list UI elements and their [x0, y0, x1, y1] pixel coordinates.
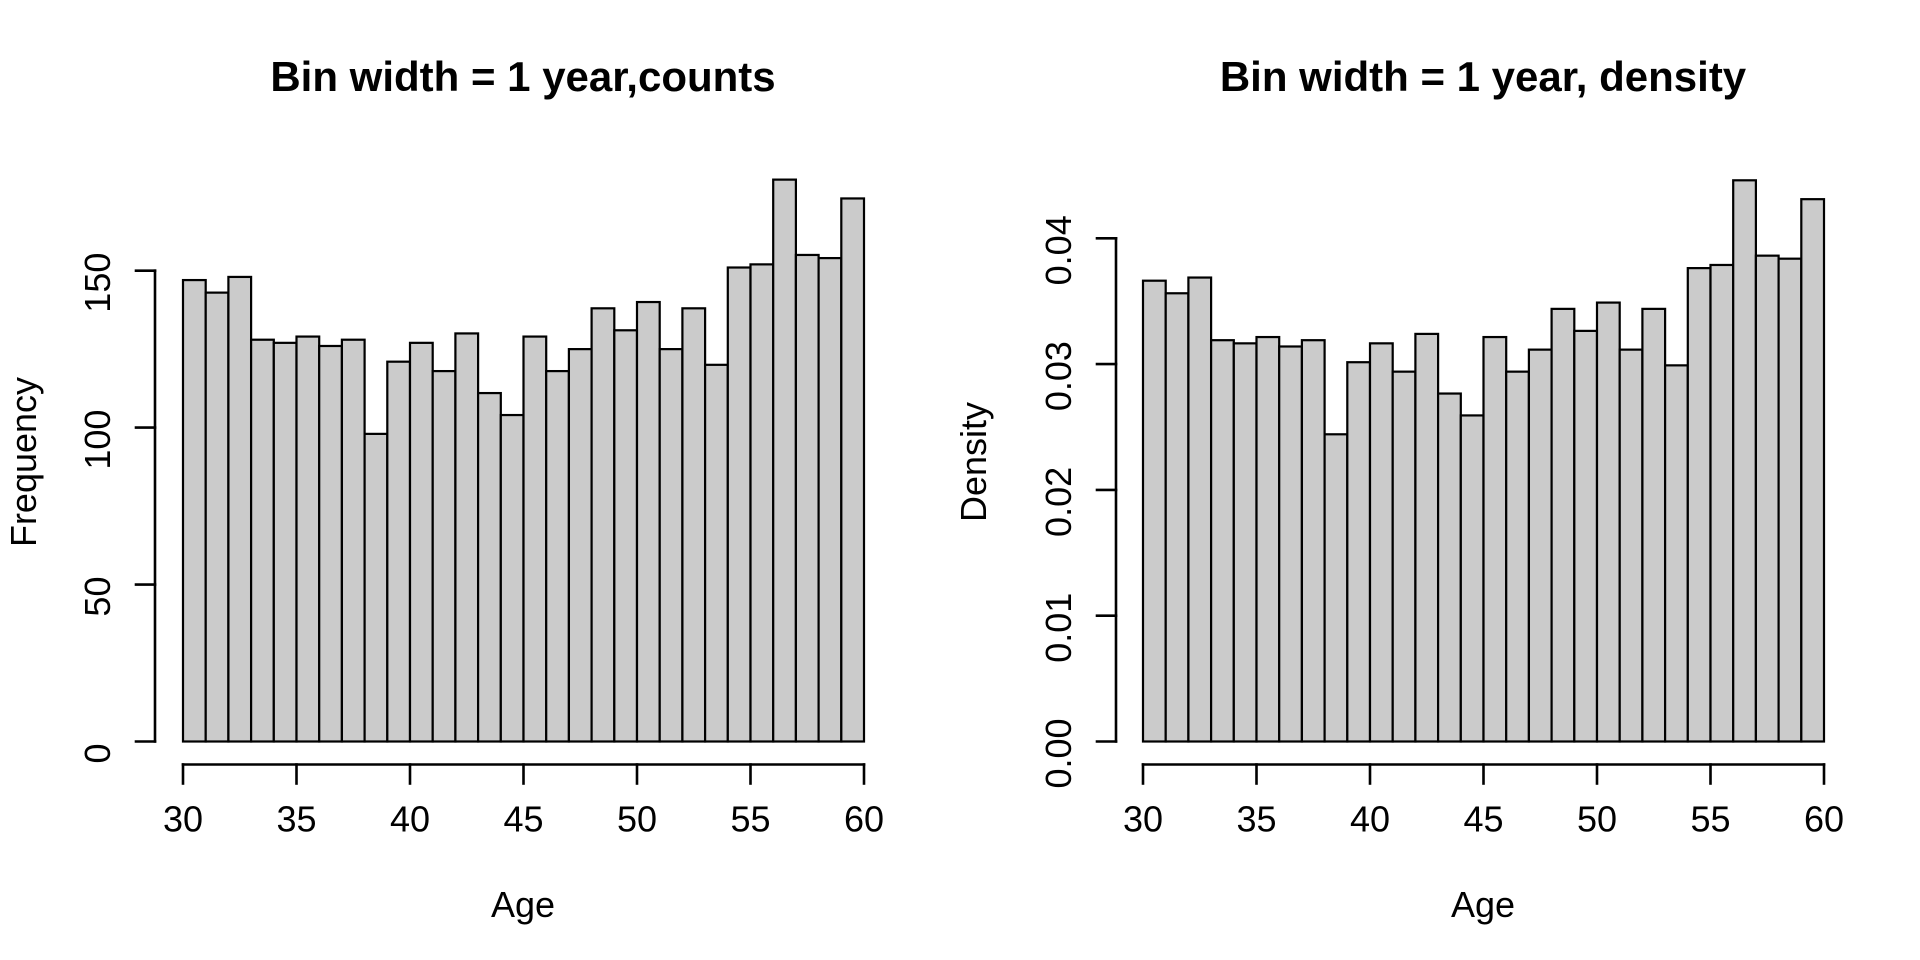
- x-tick-label: 55: [730, 799, 770, 840]
- histogram-bar: [1595, 301, 1621, 743]
- y-axis-label-density: Density: [953, 402, 994, 522]
- counts-histogram-panel: Bin width = 1 year,counts Age Frequency …: [3, 53, 884, 925]
- y-tick-label: 0.01: [1038, 593, 1079, 663]
- histogram-bar: [817, 256, 843, 743]
- histogram-bar: [635, 300, 661, 743]
- x-tick-label: 60: [844, 799, 884, 840]
- histogram-bar: [726, 266, 752, 743]
- histogram-bar: [1686, 267, 1712, 743]
- histogram-bar: [1141, 279, 1167, 743]
- histogram-bar: [681, 307, 707, 743]
- y-tick-label: 50: [77, 577, 118, 617]
- y-axis: 0 50 100 150: [77, 253, 157, 764]
- y-axis: 0.00 0.01 0.02 0.03 0.04: [1038, 215, 1118, 789]
- histogram-bar: [1323, 433, 1349, 743]
- y-tick-label: 0.00: [1038, 718, 1079, 788]
- histogram-bar: [1278, 345, 1304, 743]
- x-tick-label: 45: [1463, 799, 1503, 840]
- histogram-bar: [1641, 307, 1667, 743]
- histogram-bar: [1391, 370, 1417, 743]
- histogram-bar: [1414, 332, 1440, 743]
- histogram-bar: [749, 263, 775, 743]
- histogram-bar: [1346, 361, 1372, 743]
- histogram-bar: [1754, 254, 1780, 743]
- histogram-bar: [840, 197, 866, 743]
- histogram-bar: [454, 332, 480, 743]
- histogram-bar: [658, 348, 684, 743]
- x-axis: 30 35 40 45 50 55 60: [1123, 763, 1844, 840]
- histogram-bar: [1573, 329, 1599, 743]
- histogram-bar: [522, 335, 548, 743]
- x-tick-label: 30: [1123, 799, 1163, 840]
- x-tick-label: 55: [1690, 799, 1730, 840]
- density-histogram-panel: Bin width = 1 year, density Age Density …: [953, 53, 1844, 925]
- histogram-bar: [1732, 179, 1758, 743]
- histogram-bar: [227, 275, 253, 743]
- histogram-bar: [431, 369, 457, 743]
- y-tick-label: 150: [77, 253, 118, 313]
- histogram-bar: [204, 291, 230, 743]
- x-tick-label: 35: [1236, 799, 1276, 840]
- histogram-bar: [1459, 414, 1485, 743]
- histogram-bar: [386, 360, 412, 743]
- y-tick-label: 0.04: [1038, 215, 1079, 285]
- histogram-bar: [1800, 198, 1826, 743]
- y-tick-label: 0: [77, 743, 118, 763]
- histogram-bar: [340, 338, 366, 743]
- histogram-bar: [794, 253, 820, 743]
- histogram-bar: [1255, 335, 1281, 743]
- histogram-bar: [1777, 257, 1803, 743]
- panel-title-counts: Bin width = 1 year,counts: [270, 53, 775, 100]
- histogram-bar: [613, 329, 639, 743]
- histogram-bar: [1209, 339, 1235, 743]
- x-tick-label: 50: [617, 799, 657, 840]
- histogram-bar: [1368, 342, 1394, 743]
- x-tick-label: 35: [276, 799, 316, 840]
- histogram-bar: [181, 278, 207, 743]
- histogram-bar: [476, 391, 502, 743]
- histogram-bar: [1164, 292, 1190, 743]
- histogram-bar: [1482, 335, 1508, 743]
- histogram-bar: [1663, 364, 1689, 743]
- histogram-bar: [1550, 307, 1576, 743]
- x-axis-label-age: Age: [1451, 884, 1515, 925]
- histogram-bars: [181, 178, 866, 743]
- x-tick-label: 45: [503, 799, 543, 840]
- x-tick-label: 40: [390, 799, 430, 840]
- histogram-bar: [545, 369, 571, 743]
- histogram-bar: [1527, 348, 1553, 743]
- histogram-bar: [1300, 339, 1326, 743]
- histogram-bars: [1141, 179, 1826, 743]
- x-tick-label: 60: [1804, 799, 1844, 840]
- histogram-bar: [1505, 370, 1531, 743]
- x-tick-label: 30: [163, 799, 203, 840]
- x-axis-label-age: Age: [491, 884, 555, 925]
- histogram-bar: [1709, 263, 1735, 743]
- panel-title-density: Bin width = 1 year, density: [1220, 53, 1747, 100]
- histogram-bar: [272, 341, 298, 743]
- histogram-bar: [772, 178, 798, 743]
- y-tick-label: 0.03: [1038, 341, 1079, 411]
- histogram-bar: [363, 432, 389, 743]
- x-axis: 30 35 40 45 50 55 60: [163, 763, 884, 840]
- histogram-bar: [703, 363, 729, 743]
- histogram-bar: [1187, 276, 1213, 743]
- histogram-bar: [295, 335, 321, 743]
- histogram-bar: [1618, 348, 1644, 743]
- histogram-bar: [408, 341, 434, 743]
- x-tick-label: 50: [1577, 799, 1617, 840]
- histogram-bar: [590, 307, 616, 743]
- histogram-bar: [249, 338, 275, 743]
- x-tick-label: 40: [1350, 799, 1390, 840]
- histogram-bar: [1436, 392, 1462, 743]
- histogram-bar: [499, 413, 525, 743]
- y-tick-label: 100: [77, 410, 118, 470]
- y-tick-label: 0.02: [1038, 467, 1079, 537]
- histogram-bar: [318, 344, 344, 743]
- y-axis-label-frequency: Frequency: [3, 377, 44, 547]
- histogram-bar: [567, 348, 593, 743]
- histogram-bar: [1232, 342, 1258, 743]
